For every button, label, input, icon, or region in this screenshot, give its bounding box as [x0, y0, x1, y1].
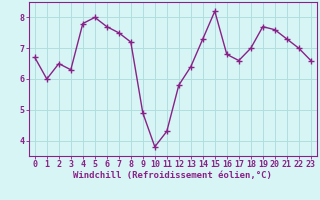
X-axis label: Windchill (Refroidissement éolien,°C): Windchill (Refroidissement éolien,°C) — [73, 171, 272, 180]
